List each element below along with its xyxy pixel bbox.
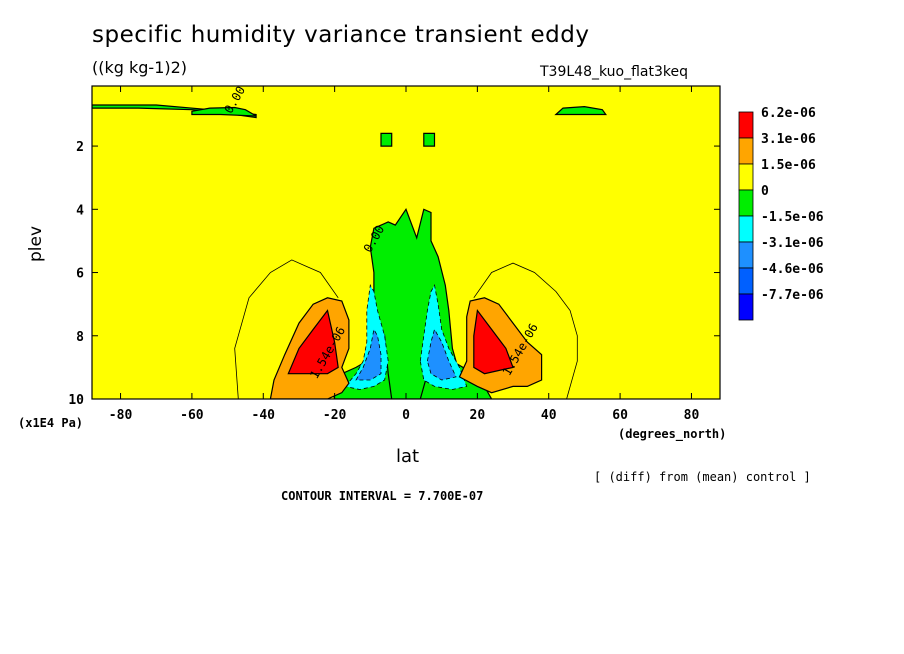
legend-swatch [738, 189, 754, 217]
legend-label: -4.6e-06 [761, 262, 824, 277]
chart-title: specific humidity variance transient edd… [92, 22, 590, 48]
blue-region [355, 328, 382, 381]
blue-region [426, 328, 457, 381]
axis-ticks: -80 -60 -40 -20 0 20 40 60 80 2 4 6 8 10 [68, 86, 720, 423]
legend-label: -7.7e-06 [761, 288, 824, 303]
y-tick-label: 2 [76, 140, 84, 155]
red-region [473, 308, 514, 375]
diff-note: [ (diff) from (mean) control ] [594, 470, 811, 484]
y-tick-label: 6 [76, 267, 84, 282]
x-tick-label: -60 [180, 408, 204, 423]
y-tick-label: 4 [76, 203, 84, 218]
legend-swatch [738, 163, 754, 191]
x-tick-label: 60 [612, 408, 628, 423]
run-label: T39L48_kuo_flat3keq [540, 64, 688, 80]
green-region [191, 106, 257, 117]
x-tick-label: 0 [402, 408, 410, 423]
legend-label: 1.5e-06 [761, 158, 816, 173]
legend-swatch [738, 267, 754, 295]
x-tick-label: 80 [684, 408, 700, 423]
y-tick-label: 10 [68, 393, 84, 408]
contour-line [234, 259, 339, 399]
x-tick-label: -80 [109, 408, 133, 423]
y-tick-label: 8 [76, 330, 84, 345]
legend-swatch [738, 241, 754, 269]
contour-interval: CONTOUR INTERVAL = 7.700E-07 [281, 489, 484, 503]
color-legend: 6.2e-06 3.1e-06 1.5e-06 0 -1.5e-06 -3.1e-06 -4… [738, 106, 824, 321]
x-tick-label: -40 [252, 408, 276, 423]
x-axis-label: lat [396, 446, 420, 467]
green-region [423, 132, 436, 147]
legend-swatch [738, 293, 754, 321]
x-tick-label: 20 [470, 408, 486, 423]
legend-swatch [738, 111, 754, 139]
x-tick-label: -20 [323, 408, 347, 423]
legend-label: 0 [761, 184, 769, 199]
legend-label: -1.5e-06 [761, 210, 824, 225]
legend-label: 3.1e-06 [761, 132, 816, 147]
legend-swatch [738, 137, 754, 165]
green-region [554, 105, 607, 116]
x-axis-unit: (degrees_north) [618, 427, 727, 441]
legend-label: -3.1e-06 [761, 236, 824, 251]
plot-area: 0.000.001.54e-06 1.54e-06 [92, 86, 720, 399]
chart-units: ((kg kg-1)2) [92, 58, 188, 77]
x-tick-label: 40 [541, 408, 557, 423]
legend-swatch [738, 215, 754, 243]
y-axis-unit: (x1E4 Pa) [18, 416, 84, 430]
green-region [380, 132, 393, 147]
contour-line [473, 262, 578, 399]
legend-label: 6.2e-06 [761, 106, 816, 121]
red-region [287, 309, 339, 375]
